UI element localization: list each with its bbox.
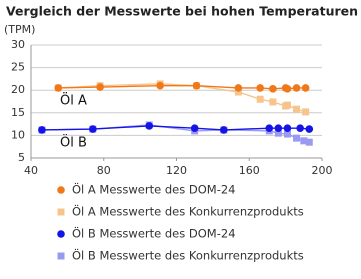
data-point	[190, 124, 199, 132]
data-point	[274, 129, 282, 137]
data-point	[300, 137, 308, 145]
data-point	[234, 88, 242, 96]
legend-label: Öl B Messwerte des DOM-24	[72, 225, 236, 241]
data-point	[296, 124, 304, 132]
data-point	[305, 125, 314, 133]
annotation: Öl B	[60, 134, 87, 151]
data-point	[256, 84, 264, 92]
data-point	[283, 130, 291, 138]
x-tick-label: 40	[24, 164, 38, 177]
data-point	[292, 84, 301, 92]
y-tick-label: 15	[11, 106, 25, 119]
data-point	[302, 108, 310, 116]
series-line	[41, 125, 310, 131]
data-point	[234, 84, 243, 92]
data-point	[265, 124, 274, 132]
data-point	[156, 81, 164, 90]
chart-title: Vergleich der Messwerte bei hohen Temper…	[6, 4, 358, 19]
data-point	[219, 126, 228, 134]
y-tick-label: 10	[11, 128, 25, 141]
data-point	[283, 101, 291, 109]
legend-marker	[57, 186, 65, 194]
data-point	[274, 124, 283, 132]
data-point	[269, 98, 277, 106]
annotation: Öl A	[60, 92, 87, 109]
data-point	[269, 85, 277, 93]
data-point	[192, 81, 201, 90]
data-point	[54, 84, 63, 92]
y-axis-label: (TPM)	[4, 23, 35, 36]
legend-marker	[57, 252, 65, 260]
y-tick-label: 20	[11, 83, 25, 96]
data-point	[305, 138, 313, 146]
legend-label: Öl A Messwerte des Konkurrenzprodukts	[72, 203, 304, 219]
data-point	[293, 134, 301, 142]
x-tick-label: 80	[97, 164, 111, 177]
legend-label: Öl A Messwerte des DOM-24	[72, 181, 236, 197]
y-tick-label: 25	[11, 61, 25, 74]
data-point	[96, 83, 104, 91]
data-point	[89, 125, 97, 133]
data-point	[293, 105, 301, 113]
data-point	[38, 126, 46, 134]
legend-marker	[57, 208, 65, 216]
data-point	[283, 124, 292, 132]
data-point	[283, 85, 292, 93]
legend-label: Öl B Messwerte des Konkurrenzprodukts	[72, 247, 304, 263]
y-tick-label: 30	[11, 38, 25, 51]
x-tick-label: 160	[239, 164, 260, 177]
data-point	[256, 95, 264, 103]
y-tick-label: 5	[18, 151, 25, 164]
x-tick-label: 200	[312, 164, 333, 177]
data-point	[145, 122, 154, 130]
legend-marker	[57, 230, 65, 238]
x-tick-label: 120	[166, 164, 187, 177]
data-point	[301, 84, 310, 92]
